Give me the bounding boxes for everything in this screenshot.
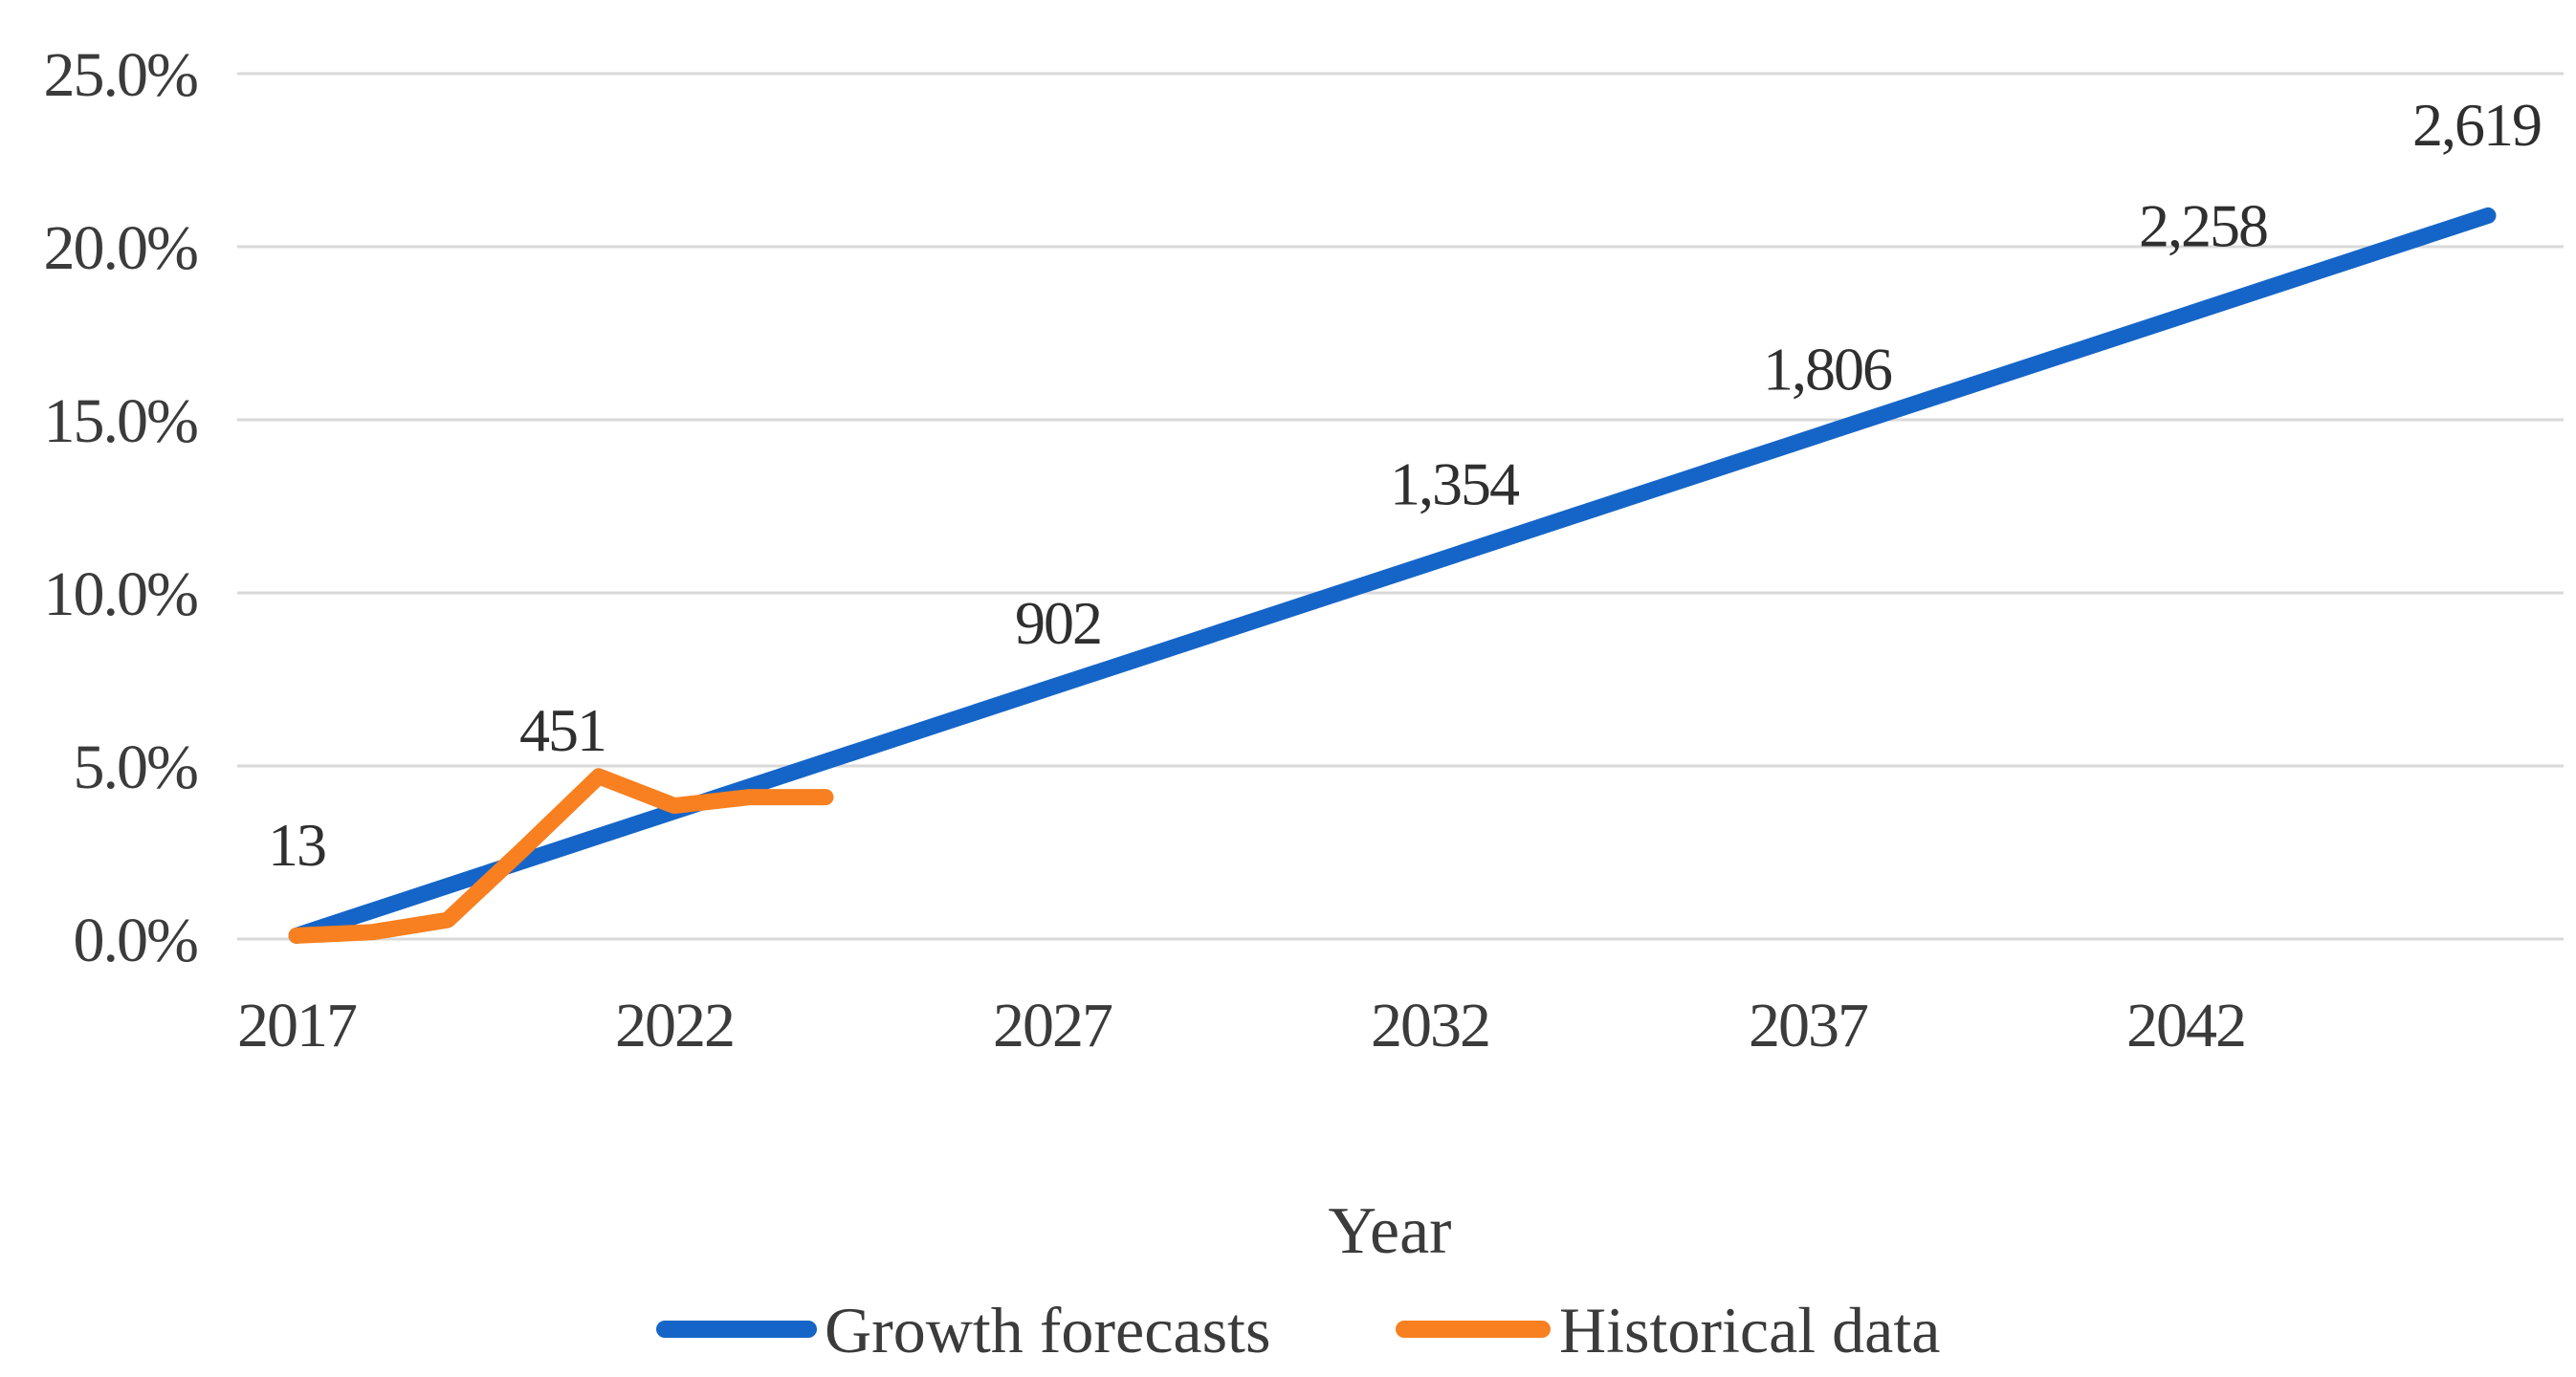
y-tick-5pct: 5.0% bbox=[74, 732, 198, 802]
x-tick-2042: 2042 bbox=[2126, 991, 2245, 1060]
series-line-growth-forecasts bbox=[288, 207, 2497, 944]
y-tick-10pct: 10.0% bbox=[44, 559, 198, 629]
y-tick-25pct: 25.0% bbox=[44, 40, 198, 110]
x-axis-tick-labels: 2017 2022 2027 2032 2037 2042 bbox=[237, 991, 2247, 1060]
legend-label-growth-forecasts: Growth forecasts bbox=[825, 1294, 1270, 1366]
y-tick-0pct: 0.0% bbox=[74, 906, 198, 975]
legend-label-historical-data: Historical data bbox=[1559, 1294, 1940, 1366]
y-tick-20pct: 20.0% bbox=[44, 213, 198, 283]
legend: Growth forecasts Historical data bbox=[656, 1294, 1940, 1366]
data-labels: 13 451 902 1,354 1,806 2,258 2,619 bbox=[268, 91, 2543, 879]
series-line-historical-data bbox=[288, 768, 834, 944]
x-axis-title: Year bbox=[1329, 1194, 1452, 1268]
series-lines bbox=[288, 207, 2497, 944]
data-label-902: 902 bbox=[1015, 589, 1101, 657]
data-label-2619: 2,619 bbox=[2412, 91, 2541, 159]
data-label-2258: 2,258 bbox=[2139, 192, 2267, 260]
x-tick-2022: 2022 bbox=[615, 991, 734, 1060]
data-label-451: 451 bbox=[519, 696, 605, 764]
x-tick-2032: 2032 bbox=[1371, 991, 1489, 1060]
x-tick-2037: 2037 bbox=[1749, 991, 1868, 1060]
data-label-1354: 1,354 bbox=[1390, 449, 1519, 517]
y-axis-tick-labels: 25.0% 20.0% 15.0% 10.0% 5.0% 0.0% bbox=[44, 40, 200, 975]
gridlines bbox=[237, 72, 2564, 941]
y-tick-15pct: 15.0% bbox=[44, 386, 198, 456]
x-tick-2027: 2027 bbox=[993, 991, 1112, 1060]
data-label-1806: 1,806 bbox=[1763, 335, 1892, 403]
x-tick-2017: 2017 bbox=[237, 991, 357, 1060]
data-label-13: 13 bbox=[268, 811, 325, 879]
